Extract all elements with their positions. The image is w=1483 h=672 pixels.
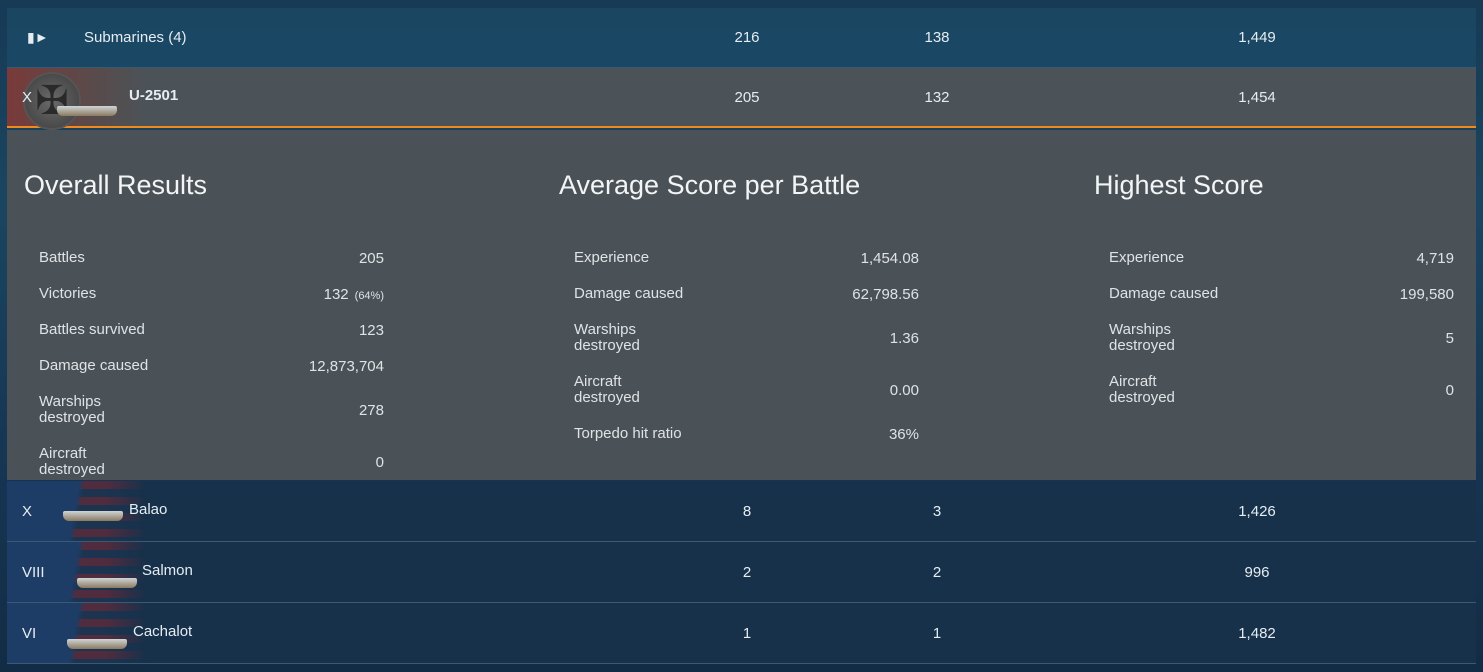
group-battles: 216 (734, 29, 760, 46)
stat-row: Damage caused 62,798.56 (574, 285, 919, 303)
stat-row: Damage caused 199,580 (1109, 285, 1454, 303)
stat-row: Aircraft destroyed 0 (39, 445, 384, 478)
submarine-image (77, 578, 137, 588)
section-title: Overall Results (24, 170, 208, 200)
stat-row: Warships destroyed 1.36 (574, 321, 919, 354)
stat-row: Experience 1,454.08 (574, 249, 919, 267)
average-score-section: Average Score per Battle Experience 1,454… (559, 130, 919, 452)
stat-row: Warships destroyed 278 (39, 393, 384, 426)
section-title: Average Score per Battle (559, 170, 861, 200)
group-label: Submarines (4) (84, 29, 187, 46)
ship-victories: 132 (924, 88, 950, 106)
group-row-submarines[interactable]: ▮► Submarines (4) 216 138 1,449 (7, 8, 1476, 68)
ship-battles: 1 (742, 624, 752, 642)
stat-row: Warships destroyed 5 (1109, 321, 1454, 354)
ship-row-balao[interactable]: X Balao 8 3 1,426 (7, 481, 1476, 542)
ship-avg-xp: 1,482 (1238, 624, 1276, 642)
ship-battles: 8 (742, 502, 752, 520)
stat-row: Experience 4,719 (1109, 249, 1454, 267)
submarine-image (63, 511, 123, 521)
highest-score-section: Highest Score Experience 4,719 Damage cau… (1094, 130, 1454, 416)
submarine-image (67, 639, 127, 649)
stat-row: Victories 132 (64%) (39, 285, 384, 303)
ship-row-salmon[interactable]: VIII Salmon 2 2 996 (7, 542, 1476, 603)
ship-row-selected[interactable]: ✠ X U-2501 205 132 1,454 (7, 68, 1476, 130)
ship-name: Cachalot (133, 622, 193, 640)
ship-name: Balao (129, 500, 168, 518)
stat-row: Damage caused 12,873,704 (39, 357, 384, 375)
ship-avg-xp: 996 (1244, 563, 1270, 581)
submarine-class-icon: ▮► (27, 29, 49, 45)
stat-row: Aircraft destroyed 0.00 (574, 373, 919, 406)
ship-tier: X (22, 502, 33, 520)
overall-results-section: Overall Results Battles 205 Victories 132(… (24, 130, 384, 488)
us-flag-image (7, 603, 147, 663)
stat-row: Battles 205 (39, 249, 384, 267)
ship-tier: VIII (22, 563, 45, 581)
ship-avg-xp: 1,454 (1238, 88, 1276, 106)
ship-victories: 1 (932, 624, 942, 642)
ship-victories: 2 (932, 563, 942, 581)
ship-battles: 205 (734, 88, 760, 106)
group-victories: 138 (924, 29, 950, 46)
ship-tier: X (22, 88, 33, 106)
stat-row: Torpedo hit ratio 36% (574, 425, 919, 443)
submarine-image (57, 106, 117, 116)
ship-battles: 2 (742, 563, 752, 581)
stat-row: Aircraft destroyed 0 (1109, 373, 1454, 406)
section-title: Highest Score (1094, 170, 1264, 200)
group-avg-xp: 1,449 (1238, 29, 1276, 46)
ship-name: Salmon (142, 561, 193, 579)
victory-percent: (64%) (354, 289, 384, 302)
ship-victories: 3 (932, 502, 942, 520)
stat-row: Battles survived 123 (39, 321, 384, 339)
us-flag-image (7, 542, 147, 602)
ship-avg-xp: 1,426 (1238, 502, 1276, 520)
ship-row-cachalot[interactable]: VI Cachalot 1 1 1,482 (7, 603, 1476, 664)
ship-name: U-2501 (129, 86, 179, 104)
ship-details-panel: Overall Results Battles 205 Victories 132(… (7, 130, 1476, 480)
ship-tier: VI (22, 624, 37, 642)
